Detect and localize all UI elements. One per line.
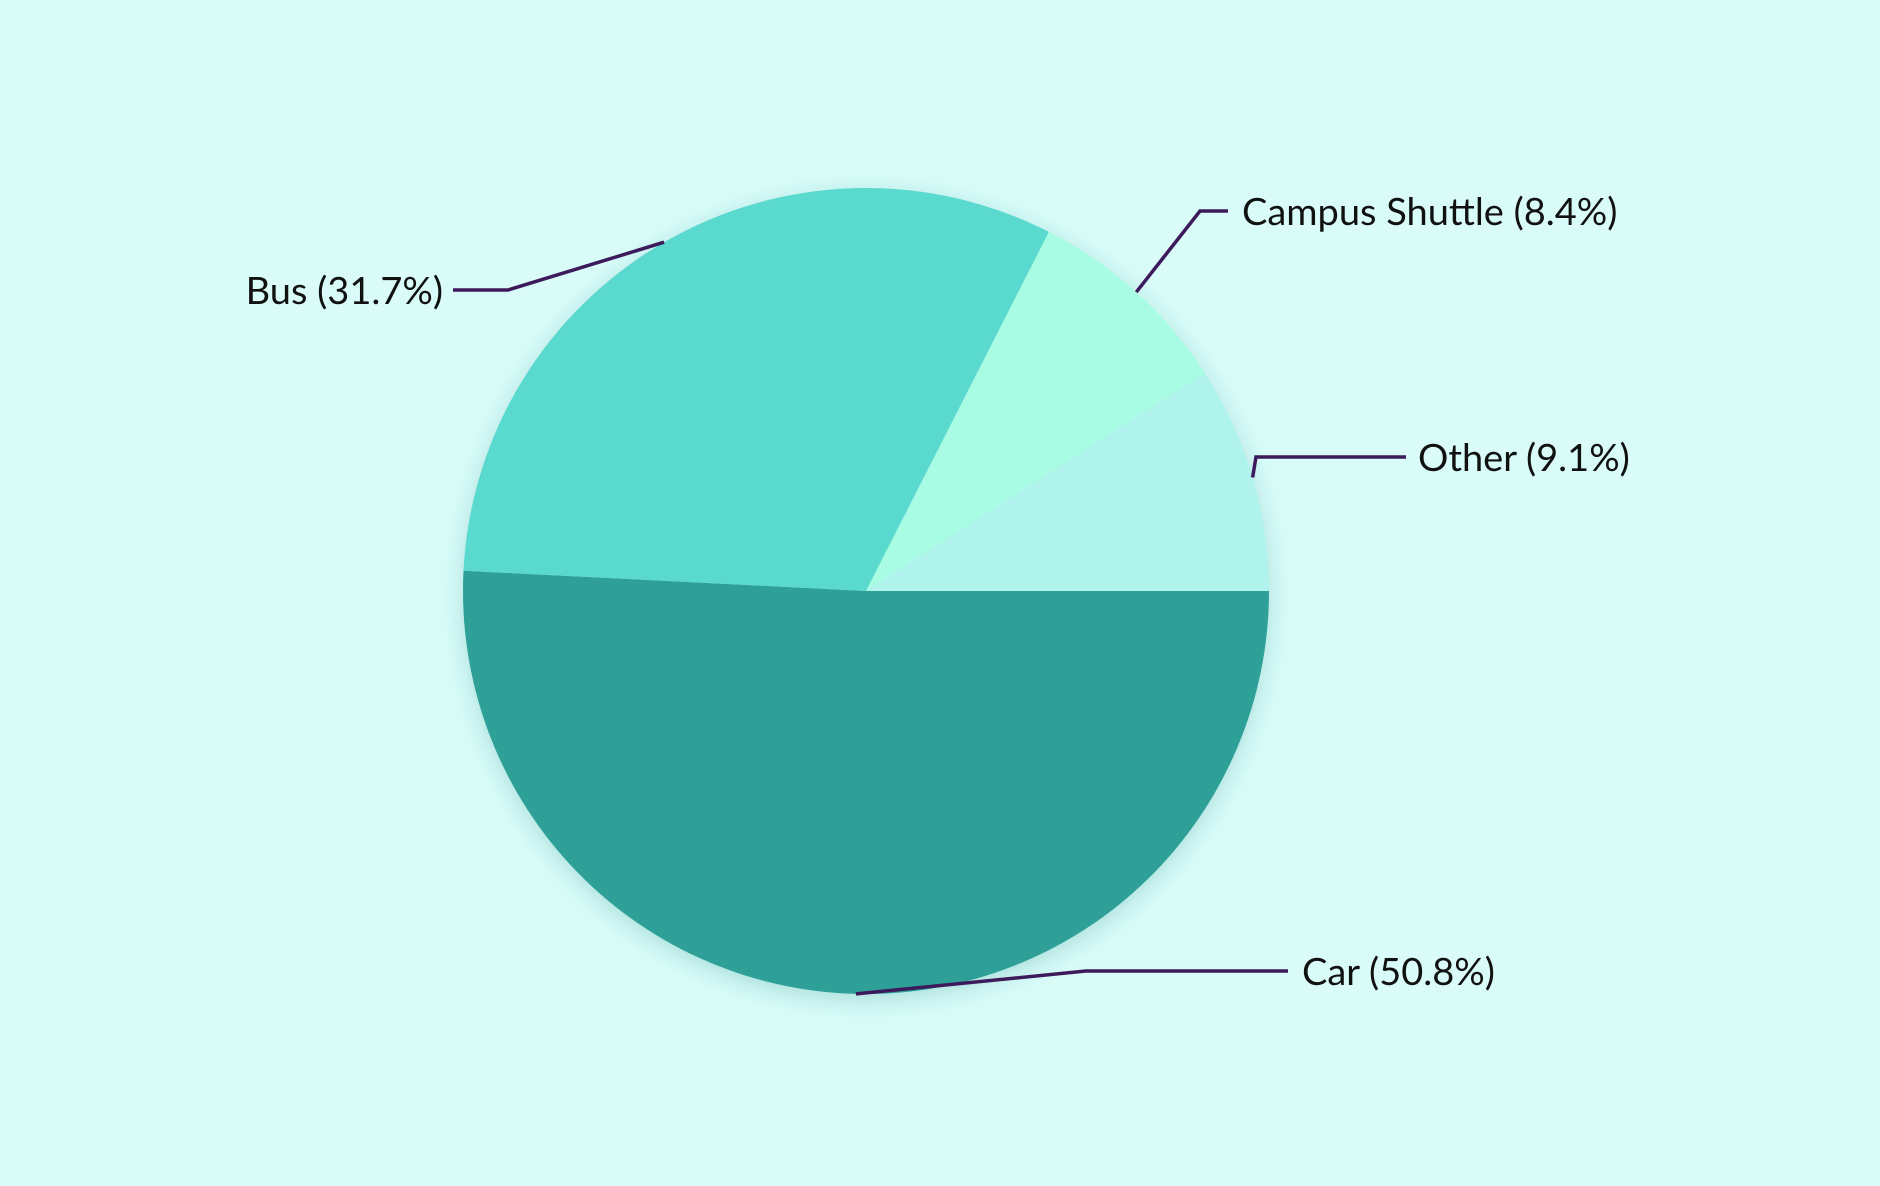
- slice-label-other: Other (9.1%): [1418, 434, 1630, 480]
- leader-line-car: [855, 969, 1288, 996]
- leader-line-campus-shuttle: [1134, 209, 1228, 294]
- pie-slice-other: [866, 372, 1269, 591]
- pie-slice-campus-shuttle: [866, 231, 1205, 591]
- slice-label-campus-shuttle: Campus Shuttle (8.4%): [1242, 188, 1617, 234]
- leader-line-bus: [453, 240, 665, 292]
- pie-slice-bus: [463, 188, 1049, 591]
- slice-label-bus: Bus (31.7%): [246, 267, 443, 313]
- leader-line-other: [1250, 455, 1406, 478]
- pie-slice-car: [462, 570, 1269, 995]
- slice-label-car: Car (50.8%): [1302, 948, 1495, 994]
